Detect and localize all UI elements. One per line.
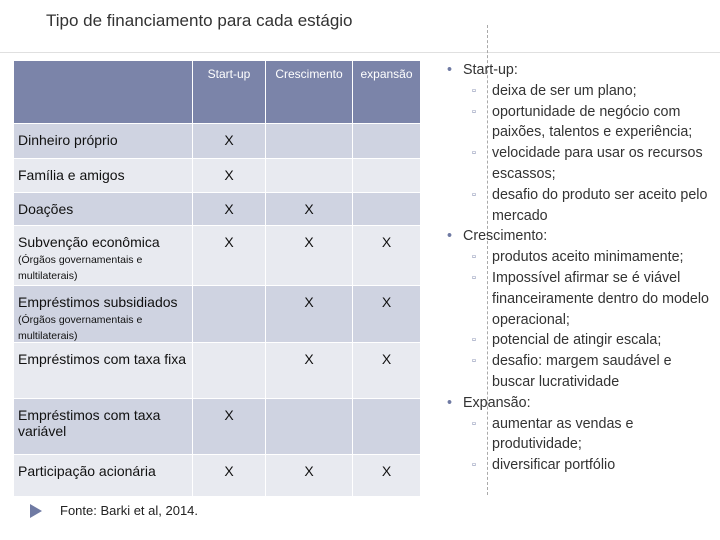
cell: X [265, 192, 353, 226]
cell [352, 158, 421, 193]
row-label-cell: Empréstimos subsidiados (Órgãos governam… [13, 285, 193, 343]
table-row: Empréstimos subsidiados (Órgãos governam… [13, 285, 421, 343]
sub-list: deixa de ser um plano;oportunidade de ne… [463, 81, 713, 227]
cell [192, 342, 266, 399]
cell [352, 398, 421, 455]
table-row: Doações X X [13, 192, 421, 226]
row-label: Empréstimos com taxa variável [18, 407, 161, 439]
mark: X [304, 351, 314, 367]
row-label-cell: Família e amigos [13, 158, 193, 193]
sub-bullet: potencial de atingir escala; [468, 330, 713, 351]
mark: X [224, 201, 234, 217]
cell: X [352, 285, 421, 343]
cell: X [265, 225, 353, 286]
mark: X [304, 463, 314, 479]
table-row: Participação acionária X X X [13, 454, 421, 497]
table-row: Família e amigos X [13, 158, 421, 193]
sub-bullet: velocidade para usar os recursos escasso… [468, 143, 713, 185]
sub-bullet: diversificar portfólio [468, 455, 713, 476]
arrow-icon [30, 504, 42, 518]
row-label: Empréstimos subsidiados [18, 294, 178, 310]
table-row: Subvenção econômica (Órgãos governamenta… [13, 225, 421, 286]
mark: X [224, 234, 234, 250]
mark: X [304, 201, 314, 217]
row-label-cell: Participação acionária [13, 454, 193, 497]
cell: X [192, 225, 266, 286]
cell [265, 398, 353, 455]
table-row: Empréstimos com taxa fixa X X [13, 342, 421, 399]
bullet-text: Crescimento: [463, 228, 548, 245]
mark: X [381, 463, 392, 479]
cell: X [192, 158, 266, 193]
column-header: expansão [352, 60, 421, 124]
mark: X [224, 167, 234, 183]
mark: X [304, 294, 314, 310]
cell: X [352, 225, 421, 286]
bullet-text: Start-up: [463, 62, 518, 78]
cell: X [192, 398, 266, 455]
mark: X [304, 234, 314, 250]
bullet-text: Expansão: [463, 394, 531, 411]
mark: X [224, 407, 234, 423]
row-label: Subvenção econômica [18, 234, 160, 250]
bullet-list: Start-up: deixa de ser um plano;oportunid… [445, 60, 713, 476]
table-row: Dinheiro próprio X [13, 123, 421, 159]
cell [265, 123, 353, 159]
table-row: Empréstimos com taxa variável X [13, 398, 421, 455]
cell: X [192, 454, 266, 497]
source: Fonte: Barki et al, 2014. [60, 503, 199, 518]
sub-bullet: desafio do produto ser aceito pelo merca… [468, 185, 713, 227]
cell: X [265, 454, 353, 497]
row-label-cell: Empréstimos com taxa fixa [13, 342, 193, 399]
sub-bullet: oportunidade de negócio com paixões, tal… [468, 102, 713, 144]
cell [352, 123, 421, 159]
row-label-cell: Doações [13, 192, 193, 226]
financing-table: Start-up Crescimento expansão Dinheiro pró… [13, 60, 421, 497]
column-header: Crescimento [265, 60, 353, 124]
cell: X [352, 454, 421, 497]
bullet: Crescimento: produtos aceito minimamente;… [445, 226, 713, 392]
mark: X [224, 132, 234, 148]
mark: X [381, 294, 392, 310]
mark: X [381, 234, 392, 250]
row-label-cell: Subvenção econômica (Órgãos governamenta… [13, 225, 193, 286]
row-note: (Órgãos governamentais e multilaterais) [18, 314, 143, 342]
cell: X [352, 342, 421, 399]
row-label: Dinheiro próprio [18, 132, 118, 148]
rule [0, 52, 720, 53]
cell: X [192, 192, 266, 226]
cell: X [265, 285, 353, 343]
title: Tipo de financiamento para cada estágio [46, 11, 353, 30]
cell: X [265, 342, 353, 399]
row-label-cell: Dinheiro próprio [13, 123, 193, 159]
row-label: Participação acionária [18, 463, 156, 479]
mark: X [224, 463, 234, 479]
row-label: Família e amigos [18, 167, 125, 183]
sub-bullet: deixa de ser um plano; [468, 81, 713, 102]
cell [192, 285, 266, 343]
mark: X [381, 351, 392, 367]
row-label-cell: Empréstimos com taxa variável [13, 398, 193, 455]
cell: X [192, 123, 266, 159]
cell [265, 158, 353, 193]
row-label: Empréstimos com taxa fixa [18, 351, 187, 367]
bullet: Start-up: deixa de ser um plano;oportunid… [445, 60, 713, 226]
cell [352, 192, 421, 226]
column-header: Start-up [192, 60, 266, 124]
bullet: Expansão: aumentar as vendas e produtivid… [445, 393, 713, 476]
sub-list: produtos aceito minimamente;Impossível a… [463, 247, 713, 393]
sub-bullet: produtos aceito minimamente; [468, 247, 713, 268]
sub-bullet: Impossível afirmar se é viável financeir… [468, 268, 713, 330]
row-label: Doações [18, 201, 74, 217]
row-note: (Órgãos governamentais e multilaterais) [18, 254, 143, 282]
header-blank [13, 60, 193, 124]
sub-bullet: desafio: margem saudável e buscar lucrat… [468, 351, 713, 393]
sub-list: aumentar as vendas e produtividade;diver… [463, 414, 713, 476]
sub-bullet: aumentar as vendas e produtividade; [468, 414, 713, 456]
